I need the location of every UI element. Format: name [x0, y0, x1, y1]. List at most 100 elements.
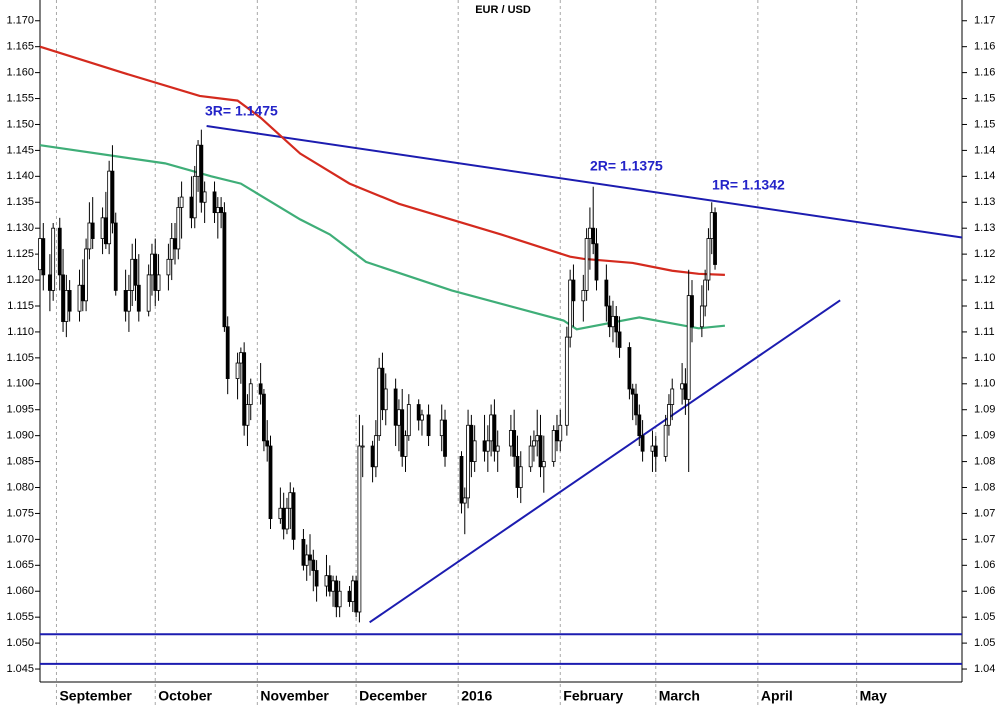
candle-body [489, 414, 494, 442]
candle-body [604, 279, 609, 307]
x-tick-label: April [761, 688, 793, 704]
candle-body [202, 191, 207, 203]
candle-body [268, 445, 273, 520]
y-tick-label: 1.050 [6, 637, 34, 649]
candle-body [360, 445, 365, 448]
candle-body [87, 222, 92, 250]
y2-tick-label: 1.09 [974, 404, 995, 416]
candle-body [281, 507, 286, 530]
y2-tick-label: 1.07 [974, 507, 995, 519]
candle-body [611, 315, 615, 328]
y2-tick-label: 1.04 [974, 663, 995, 675]
candle-body [331, 580, 335, 592]
candle-body [150, 253, 154, 276]
candle-body [301, 538, 306, 566]
candle-body [594, 243, 599, 281]
candle-body [581, 290, 586, 302]
candle-body [222, 212, 227, 328]
candle-body [558, 424, 563, 442]
candle-body [107, 170, 112, 245]
candle-body [84, 248, 88, 302]
candle-body [327, 575, 332, 592]
candle-body [113, 222, 118, 291]
candle-body [443, 419, 447, 457]
candle-body [156, 274, 161, 291]
candle-body [690, 295, 694, 328]
candle-body [680, 383, 685, 390]
candle-body [169, 238, 174, 260]
candle-body [459, 455, 464, 504]
candle-body [532, 440, 536, 447]
candle-body [57, 227, 62, 276]
candle-body [265, 440, 270, 447]
candle-body [136, 284, 141, 312]
x-tick-label: February [563, 688, 623, 704]
candle-body [492, 414, 497, 452]
candle-body [189, 196, 194, 219]
candle-body [634, 393, 638, 416]
candle-body [123, 290, 128, 312]
candle-body [334, 580, 339, 608]
y2-tick-label: 1.08 [974, 481, 995, 493]
y-tick-label: 1.105 [6, 352, 34, 364]
candle-body [103, 217, 108, 245]
candle-body [637, 414, 642, 437]
candle-body [397, 409, 401, 426]
y2-tick-label: 1.05 [974, 611, 995, 623]
candle-body [630, 388, 635, 395]
y-tick-label: 1.095 [6, 404, 34, 416]
annotation: 1R= 1.1342 [712, 177, 785, 193]
candle-body [466, 424, 470, 499]
x-tick-label: March [659, 688, 700, 704]
candle-body [41, 238, 46, 276]
trend-line [206, 125, 963, 239]
candle-body [663, 424, 668, 457]
candle-body [462, 497, 467, 504]
candle-body [350, 580, 355, 603]
y2-tick-label: 1.11 [974, 300, 995, 312]
candle-body [212, 191, 217, 214]
candle-body [146, 274, 151, 312]
candle-body [591, 227, 596, 245]
candle-body [110, 170, 115, 224]
y2-tick-label: 1.10 [974, 378, 995, 390]
y2-tick-label: 1.10 [974, 352, 995, 364]
candle-body [617, 331, 622, 348]
y2-tick-label: 1.09 [974, 430, 995, 442]
candle-body [380, 367, 385, 411]
candle-body [347, 590, 352, 603]
candle-body [133, 258, 138, 286]
candle-body [683, 383, 688, 400]
candle-body [555, 430, 559, 442]
y-tick-label: 1.070 [6, 533, 34, 545]
y2-tick-label: 1.14 [974, 170, 995, 182]
y2-tick-label: 1.14 [974, 144, 995, 156]
y-tick-label: 1.080 [6, 481, 34, 493]
candle-body [90, 222, 95, 239]
x-tick-label: December [359, 688, 427, 704]
candle-body [127, 290, 131, 312]
candle-body [377, 367, 382, 437]
candle-body [571, 279, 576, 302]
candle-body [515, 455, 520, 488]
candle-body [568, 279, 573, 338]
candle-body [709, 212, 714, 239]
y2-tick-label: 1.15 [974, 118, 995, 130]
y-tick-label: 1.085 [6, 455, 34, 467]
candle-body [77, 284, 82, 312]
candle-body [469, 424, 474, 462]
y-tick-label: 1.140 [6, 170, 34, 182]
candle-body [614, 315, 619, 333]
x-tick-label: 2016 [461, 688, 492, 704]
y2-tick-label: 1.13 [974, 222, 995, 234]
candle-body [285, 507, 289, 530]
y-tick-label: 1.170 [6, 15, 34, 27]
y2-tick-label: 1.11 [974, 326, 995, 338]
x-tick-label: November [260, 688, 329, 704]
y-tick-label: 1.125 [6, 248, 34, 260]
candle-body [219, 207, 224, 214]
candle-body [584, 238, 589, 291]
candle-body [508, 430, 513, 447]
candle-body [51, 227, 56, 291]
